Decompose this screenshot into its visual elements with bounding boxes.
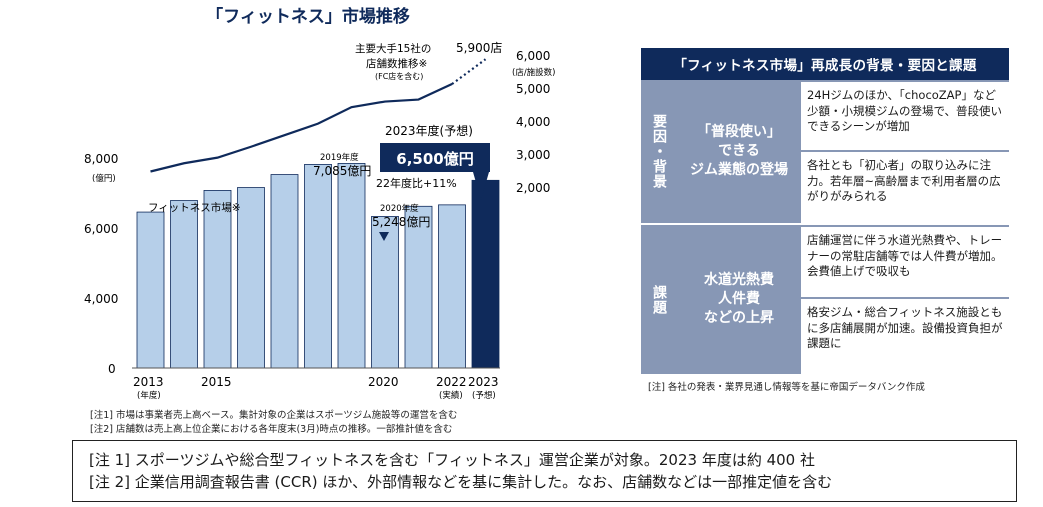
block-separator <box>641 223 1009 225</box>
store-count-line <box>150 83 453 173</box>
bar-2022 <box>438 204 466 369</box>
bar-2014 <box>170 200 198 369</box>
x-label-2023-sub: (予想) <box>472 390 496 401</box>
factors-item-1: 24Hジムのほか、「chocoZAP」など少額・小規模ジムの登場で、普段使いでき… <box>801 82 1009 150</box>
left-axis-tick-6000: 6,000 <box>84 222 118 236</box>
x-label-2015: 2015 <box>201 375 232 389</box>
store-count-line-group <box>150 58 487 173</box>
bar-2021 <box>404 205 433 369</box>
chart-note-2: [注2] 店舗数は売上高上位企業における各年度末(3月)時点の推移。一部推計値を… <box>90 424 453 435</box>
left-axis-unit: (億円) <box>92 173 116 184</box>
store-end-label: 5,900店 <box>456 41 502 55</box>
label-2019-value: 7,085億円 <box>313 164 371 178</box>
chart-note-1: [注1] 市場は事業者売上高ベース。集計対象の企業はスポーツジム施設等の運営を含… <box>90 410 458 421</box>
factors-center-label: 「普段使い」 できる ジム業態の登場 <box>690 124 788 178</box>
x-label-2022: 2022 <box>436 375 467 389</box>
label-2023-pointer <box>473 172 489 200</box>
bar-2018 <box>304 164 332 369</box>
bar-2019 <box>337 163 366 369</box>
market-label: フィットネス市場※ <box>148 201 241 214</box>
bottom-notes-box: [注 1] スポーツジムや総合型フィットネスを含む「フィットネス」運営企業が対象… <box>72 440 1017 502</box>
factors-panel: 「フィットネス市場」再成長の背景・要因と課題 要因・背景 「普段使い」 できる … <box>641 48 1009 374</box>
chart-title: 「フィットネス」市場推移 <box>206 6 410 27</box>
factors-side-label: 要因・背景 <box>641 80 677 223</box>
store-label-line2: 店舗数推移※ <box>366 57 427 70</box>
issues-center-label: 水道光熱費 人件費 などの上昇 <box>704 272 774 326</box>
panel-footnote: [注] 各社の発表・業界見通し情報等を基に帝国データバンク作成 <box>648 382 925 393</box>
factors-side-text: 要因・背景 <box>651 114 667 189</box>
label-2019-year: 2019年度 <box>320 152 359 163</box>
x-label-2013: 2013 <box>133 375 164 389</box>
issues-item-1: 店舗運営に伴う水道光熱費や、トレーナーの常駐店舗等では人件費が増加。会費値上げで… <box>801 227 1009 297</box>
store-count-forecast-line <box>451 58 487 85</box>
bottom-note-1: [注 1] スポーツジムや総合型フィットネスを含む「フィットネス」運営企業が対象… <box>89 451 815 469</box>
label-2023-year: 2023年度(予想) <box>385 123 473 138</box>
right-axis-tick-6000: 6,000 <box>516 49 550 63</box>
label-2023-box <box>380 143 490 172</box>
panel-header: 「フィットネス市場」再成長の背景・要因と課題 <box>641 48 1009 80</box>
bar-2015 <box>203 190 232 369</box>
right-axis-tick-5000: 5,000 <box>516 82 550 96</box>
right-axis-tick-2000: 2,000 <box>516 181 550 195</box>
left-axis-tick-4000: 4,000 <box>84 292 118 306</box>
x-label-2022-sub: (実績) <box>439 390 463 401</box>
factors-block: 要因・背景 「普段使い」 できる ジム業態の登場 24Hジムのほか、「choco… <box>641 80 1009 223</box>
label-2020-arrow <box>379 232 389 241</box>
label-2020-year: 2020年度 <box>380 203 419 214</box>
x-label-2020: 2020 <box>368 375 399 389</box>
factors-item-2: 各社とも「初心者」の取り込みに注力。若年層~高齢層まで利用者層の広がりがみられる <box>801 152 1009 223</box>
issues-block: 課題 水道光熱費 人件費 などの上昇 店舗運営に伴う水道光熱費や、トレーナーの常… <box>641 225 1009 374</box>
bars-group <box>136 163 500 369</box>
x-label-2023: 2023 <box>468 375 499 389</box>
bar-2017 <box>270 174 299 369</box>
fitness-market-chart: 「フィットネス」市場推移 8,000 (億円) 6,000 4,000 0 6,… <box>84 6 556 401</box>
left-axis-tick-0: 0 <box>108 362 116 376</box>
bar-2016 <box>237 187 265 369</box>
right-axis-tick-3000: 3,000 <box>516 148 550 162</box>
x-label-2013-sub: (年度) <box>137 390 161 401</box>
bar-2020 <box>371 216 399 369</box>
left-axis-tick-8000: 8,000 <box>84 152 118 166</box>
label-2023-value: 6,500億円 <box>396 150 473 168</box>
issues-item-2: 格安ジム・総合フィットネス施設ともに多店舗展開が加速。設備投資負担が課題に <box>801 299 1009 374</box>
issues-side-text: 課題 <box>651 284 667 315</box>
bar-2023 <box>471 179 500 369</box>
store-label-line3: (FC店を含む) <box>375 71 423 81</box>
store-label-line1: 主要大手15社の <box>355 42 431 55</box>
issues-side-label: 課題 <box>641 225 677 374</box>
right-axis-tick-4000: 4,000 <box>516 115 550 129</box>
bottom-note-2: [注 2] 企業信用調査報告書 (CCR) ほか、外部情報などを基に集計した。な… <box>89 473 833 491</box>
label-2020-value: 5,248億円 <box>372 215 430 229</box>
bar-2013 <box>136 211 165 369</box>
label-2023-growth: 22年度比+11% <box>376 176 457 190</box>
right-axis-unit: (店/施設数) <box>512 67 556 78</box>
